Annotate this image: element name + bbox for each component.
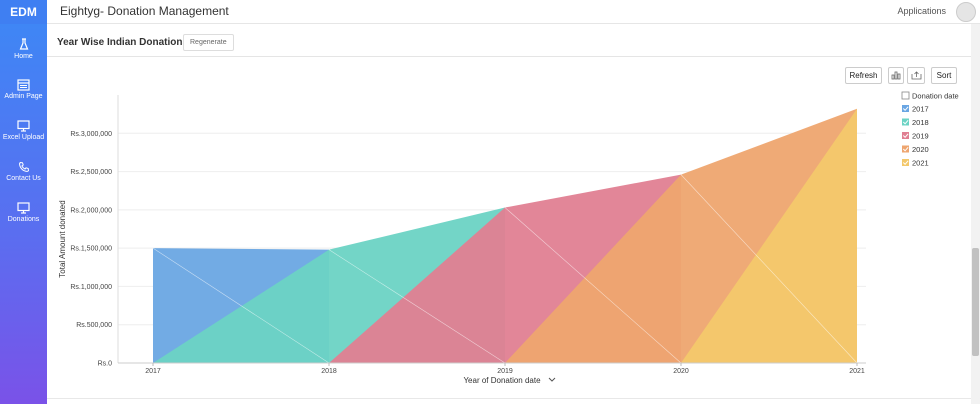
area-boundary <box>680 174 858 364</box>
regenerate-button[interactable]: Regenerate <box>183 34 234 51</box>
divider <box>47 398 971 399</box>
app-logo[interactable]: EDM <box>0 0 47 24</box>
checkmark-icon <box>902 119 909 125</box>
x-tick-label: 2019 <box>497 368 513 375</box>
sidebar-item-label: Contact Us <box>6 175 41 182</box>
checkmark-icon <box>902 146 909 152</box>
monitor-icon <box>17 120 30 132</box>
area-boundary <box>152 247 330 364</box>
legend-label: 2021 <box>912 159 929 168</box>
applications-link[interactable]: Applications <box>897 6 946 16</box>
legend-label: 2020 <box>912 145 929 154</box>
legend-swatch-2017[interactable] <box>902 105 909 112</box>
user-avatar[interactable] <box>956 2 976 22</box>
sidebar-item-excel-upload[interactable]: Excel Upload <box>0 120 47 141</box>
x-tick-label: 2021 <box>849 368 865 375</box>
admin-page-icon <box>17 79 30 91</box>
sort-button[interactable]: Sort <box>931 67 957 84</box>
sidebar-item-label: Excel Upload <box>2 134 45 141</box>
report-header: Year Wise Indian Donations Regenerate <box>47 24 980 57</box>
sidebar-item-donations[interactable]: Donations <box>0 202 47 223</box>
legend-checkbox <box>901 91 910 100</box>
phone-icon <box>18 161 29 172</box>
export-button[interactable] <box>907 67 925 84</box>
scrollbar-thumb[interactable] <box>972 248 979 356</box>
y-tick-label: Rs.1,000,000 <box>70 284 112 291</box>
area-boundary <box>504 207 682 364</box>
y-tick-label: Rs.0 <box>98 361 113 368</box>
legend-title: Donation date <box>912 92 959 101</box>
sidebar-item-contact-us[interactable]: Contact Us <box>0 161 47 182</box>
sidebar-item-label: Donations <box>7 216 40 223</box>
y-tick-label: Rs.2,000,000 <box>70 207 112 214</box>
sidebar-item-label: Admin Page <box>4 93 43 100</box>
x-tick-label: 2020 <box>673 368 689 375</box>
scrollbar-track[interactable] <box>971 24 980 404</box>
sidebar-item-admin-page[interactable]: Admin Page <box>0 79 47 100</box>
area-series-2021[interactable] <box>681 108 857 363</box>
y-tick-label: Rs.2,500,000 <box>70 169 112 176</box>
refresh-button[interactable]: Refresh <box>845 67 882 84</box>
checkmark-icon <box>902 106 909 112</box>
y-tick-label: Rs.500,000 <box>76 322 112 329</box>
bar-chart-button[interactable] <box>888 67 904 84</box>
page-title: Year Wise Indian Donations <box>57 37 189 48</box>
sidebar-item-label: Home <box>14 53 33 60</box>
y-axis-title: Total Amount donated <box>58 200 67 277</box>
app-title: Eightyg- Donation Management <box>60 4 229 18</box>
legend-swatch-2020[interactable] <box>902 145 909 153</box>
legend-label: 2018 <box>912 118 929 127</box>
export-icon <box>911 71 921 80</box>
legend-swatch-2019[interactable] <box>902 132 909 139</box>
sidebar-item-home[interactable]: Home <box>0 38 47 60</box>
x-tick-label: 2018 <box>321 368 337 375</box>
legend-swatch-2018[interactable] <box>902 118 909 126</box>
chevron-down-icon <box>548 377 556 382</box>
y-tick-label: Rs.1,500,000 <box>70 246 112 253</box>
legend-label: 2019 <box>912 132 929 141</box>
checkmark-icon <box>902 160 909 166</box>
bar-chart-icon <box>891 71 901 80</box>
legend-label: 2017 <box>912 105 929 114</box>
x-axis-title: Year of Donation date <box>463 376 541 385</box>
top-bar: EDM Eightyg- Donation Management Applica… <box>0 0 980 24</box>
sidebar: Home Admin Page Excel Upload Contact Us … <box>0 24 47 404</box>
legend-swatch-2021[interactable] <box>902 159 909 166</box>
x-tick-label: 2017 <box>145 368 161 375</box>
monitor-icon <box>17 202 30 214</box>
checkmark-icon <box>902 133 909 139</box>
y-tick-label: Rs.3,000,000 <box>70 131 112 138</box>
area-boundary <box>328 249 506 364</box>
flask-icon <box>19 38 28 50</box>
